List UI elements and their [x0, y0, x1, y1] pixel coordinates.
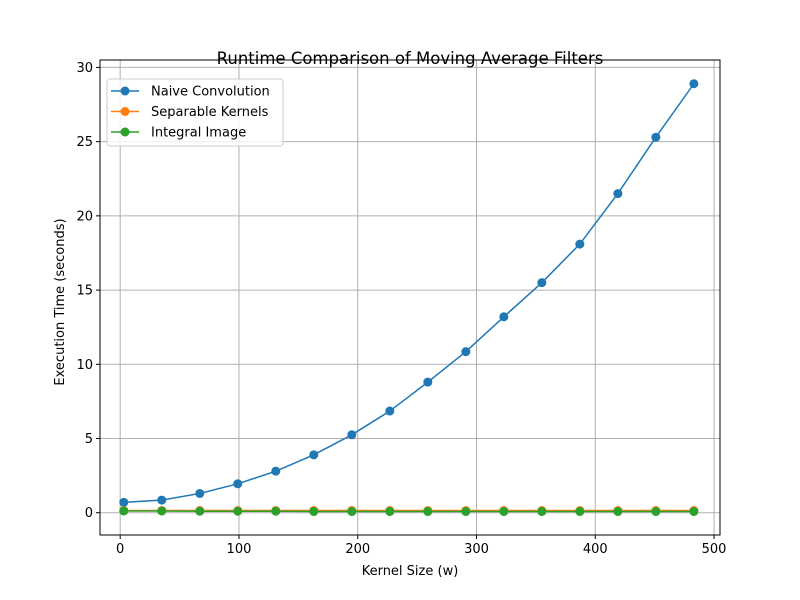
naive-convolution-point — [157, 495, 167, 505]
x-tick-label: 100 — [227, 542, 252, 557]
legend-marker — [120, 86, 130, 96]
naive-convolution-point — [461, 347, 471, 357]
naive-convolution-point — [689, 79, 699, 89]
x-tick-label: 500 — [702, 542, 727, 557]
integral-image-point — [651, 507, 661, 517]
integral-image-point — [119, 506, 129, 516]
integral-image-point — [461, 507, 471, 517]
legend-entry-separable-kernels: Separable Kernels — [111, 105, 269, 120]
x-axis-label: Kernel Size (w) — [362, 564, 459, 579]
y-tick-label: 0 — [85, 506, 93, 521]
integral-image-line — [123, 510, 694, 513]
naive-convolution-point — [271, 466, 281, 476]
x-tick-label: 200 — [345, 542, 370, 557]
integral-image-point — [347, 507, 357, 517]
legend-label: Integral Image — [151, 126, 246, 141]
integral-image-point — [537, 507, 547, 517]
naive-convolution-point — [651, 132, 661, 142]
integral-image-point — [385, 507, 395, 517]
legend-entry-naive-convolution: Naive Convolution — [111, 85, 270, 100]
integral-image-point — [499, 507, 509, 517]
y-tick-label: 15 — [76, 284, 93, 299]
series-integral-image — [119, 506, 699, 517]
integral-image-point — [575, 507, 585, 517]
naive-convolution-point — [119, 497, 129, 507]
series-layer — [119, 79, 699, 517]
integral-image-point — [271, 506, 281, 516]
chart-title: Runtime Comparison of Moving Average Fil… — [217, 49, 604, 68]
naive-convolution-line — [123, 83, 695, 504]
legend-label: Separable Kernels — [151, 105, 269, 120]
y-tick-label: 25 — [76, 135, 93, 150]
x-tick-label: 0 — [116, 542, 124, 557]
series-naive-convolution — [119, 79, 699, 507]
legend-label: Naive Convolution — [151, 85, 270, 100]
naive-convolution-point — [575, 239, 585, 249]
y-tick-label: 10 — [76, 358, 93, 373]
naive-convolution-point — [537, 278, 547, 288]
plot-frame — [99, 59, 721, 536]
legend-entry-integral-image: Integral Image — [111, 126, 246, 141]
x-tick-label: 400 — [583, 542, 608, 557]
legend-box — [106, 78, 284, 147]
naive-convolution-point — [423, 377, 433, 387]
integral-image-point — [309, 507, 319, 517]
legend-marker — [120, 127, 130, 137]
grid-lines — [100, 60, 720, 535]
integral-image-point — [195, 506, 205, 516]
y-tick-label: 20 — [76, 209, 93, 224]
legend: Naive Convolution Separable Kernels Integr… — [106, 78, 284, 147]
naive-convolution-point — [613, 189, 623, 199]
integral-image-point — [613, 507, 623, 517]
integral-image-point — [233, 506, 243, 516]
legend-marker — [120, 107, 130, 116]
naive-convolution-point — [499, 312, 509, 322]
x-tick-label: 300 — [464, 542, 489, 557]
naive-convolution-point — [309, 450, 319, 460]
axis-ticks: 0 100 200 300 400 500 0 5 10 15 20 25 30 — [76, 61, 726, 557]
naive-convolution-point — [195, 488, 205, 498]
integral-image-point — [423, 507, 433, 517]
y-axis-label: Execution Time (seconds) — [53, 218, 68, 385]
naive-convolution-point — [385, 406, 395, 416]
y-tick-label: 30 — [76, 61, 93, 76]
naive-convolution-point — [233, 479, 243, 489]
integral-image-point — [157, 506, 167, 516]
integral-image-point — [689, 507, 699, 517]
y-tick-label: 5 — [85, 432, 93, 447]
naive-convolution-point — [347, 430, 357, 440]
